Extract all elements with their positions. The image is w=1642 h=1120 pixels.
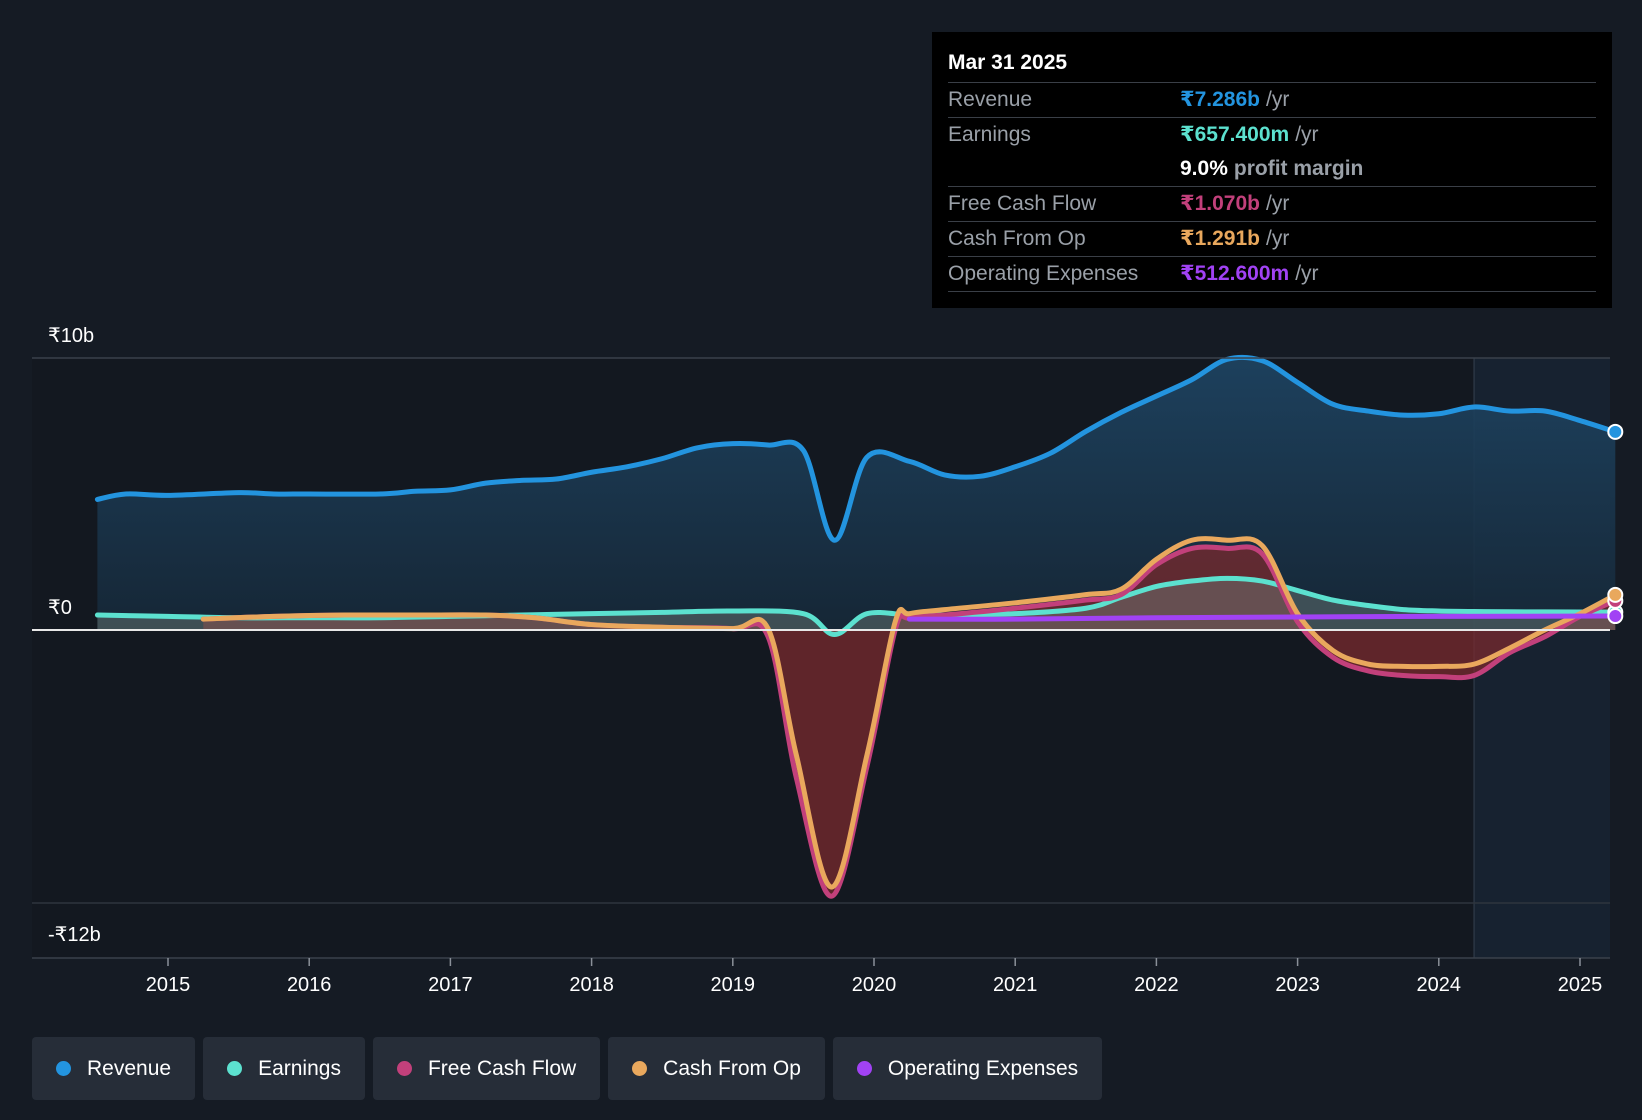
free-cash-flow-dot-icon — [396, 1061, 412, 1076]
tooltip-row-margin: 9.0% profit margin — [948, 152, 1596, 187]
operating-expenses-dot-icon — [856, 1061, 872, 1076]
earnings-dot-icon — [227, 1061, 243, 1076]
legend-item-free-cash-flow[interactable]: Free Cash Flow — [372, 1037, 601, 1100]
operating-expenses-end-marker — [1607, 608, 1624, 625]
x-tick-label: 2024 — [1417, 974, 1462, 996]
cash-from-op-line — [200, 536, 1618, 890]
x-tick-label: 2022 — [1134, 974, 1179, 996]
y-axis-label: -₹12b — [48, 924, 101, 946]
legend-label: Cash From Op — [663, 1056, 801, 1080]
tooltip-row-fcf: Free Cash Flow ₹1.070b /yr — [948, 187, 1596, 222]
legend-label: Earnings — [258, 1056, 341, 1080]
tooltip-row-cfo: Cash From Op ₹1.291b /yr — [948, 222, 1596, 257]
revenue-line — [94, 354, 1618, 543]
operating-expenses-line — [906, 613, 1618, 622]
tooltip-unit: /yr — [1266, 227, 1290, 250]
tooltip-row-opex: Operating Expenses ₹512.600m /yr — [948, 257, 1596, 292]
x-tick-label: 2021 — [993, 974, 1038, 996]
revenue-dot-icon — [56, 1061, 71, 1076]
tooltip-value: ₹1.291b — [1180, 227, 1260, 250]
legend: Revenue Earnings Free Cash Flow Cash Fro… — [32, 1037, 1103, 1100]
tooltip-label: Free Cash Flow — [948, 192, 1097, 215]
tooltip-row-revenue: Revenue ₹7.286b /yr — [948, 83, 1596, 118]
tooltip: Mar 31 2025 Revenue ₹7.286b /yr Earnings… — [932, 32, 1612, 308]
revenue-end-marker — [1607, 423, 1624, 440]
tooltip-label: Earnings — [948, 123, 1031, 146]
x-tick-label: 2020 — [852, 974, 897, 996]
tooltip-value: ₹512.600m — [1180, 262, 1290, 285]
x-tick-label: 2023 — [1275, 974, 1320, 996]
legend-item-earnings[interactable]: Earnings — [203, 1037, 365, 1100]
tooltip-value: ₹657.400m — [1180, 123, 1290, 146]
legend-label: Operating Expenses — [887, 1056, 1079, 1080]
x-tick-label: 2017 — [428, 974, 473, 996]
legend-item-cash-from-op[interactable]: Cash From Op — [608, 1037, 825, 1100]
y-axis-label: ₹10b — [48, 325, 94, 347]
x-tick-label: 2019 — [711, 974, 756, 996]
tooltip-label: Operating Expenses — [948, 262, 1139, 285]
x-tick-label: 2025 — [1558, 974, 1603, 996]
x-tick-label: 2015 — [146, 974, 191, 996]
earnings-area — [97, 578, 1616, 635]
tooltip-unit: /yr — [1266, 192, 1290, 215]
tooltip-label: Revenue — [948, 88, 1033, 111]
tooltip-value: 9.0% — [1180, 157, 1228, 180]
x-tick-label: 2016 — [287, 974, 332, 996]
tooltip-value: ₹7.286b — [1180, 88, 1260, 111]
y-axis-label: ₹0 — [48, 597, 72, 619]
tooltip-unit: profit margin — [1233, 157, 1364, 180]
tooltip-unit: /yr — [1295, 262, 1319, 285]
tooltip-unit: /yr — [1266, 88, 1290, 111]
tooltip-label: Cash From Op — [948, 227, 1086, 250]
tooltip-row-earnings: Earnings ₹657.400m /yr — [948, 118, 1596, 152]
legend-label: Revenue — [87, 1056, 172, 1080]
legend-item-operating-expenses[interactable]: Operating Expenses — [832, 1037, 1103, 1100]
legend-item-revenue[interactable]: Revenue — [32, 1037, 196, 1100]
x-tick-label: 2018 — [569, 974, 614, 996]
tooltip-label — [948, 152, 1180, 186]
tooltip-unit: /yr — [1295, 123, 1319, 146]
tooltip-date: Mar 31 2025 — [948, 46, 1596, 83]
cash-from-op-end-marker — [1607, 586, 1624, 603]
tooltip-value: ₹1.070b — [1180, 192, 1260, 215]
cash-from-op-dot-icon — [632, 1061, 648, 1076]
legend-label: Free Cash Flow — [427, 1056, 577, 1080]
